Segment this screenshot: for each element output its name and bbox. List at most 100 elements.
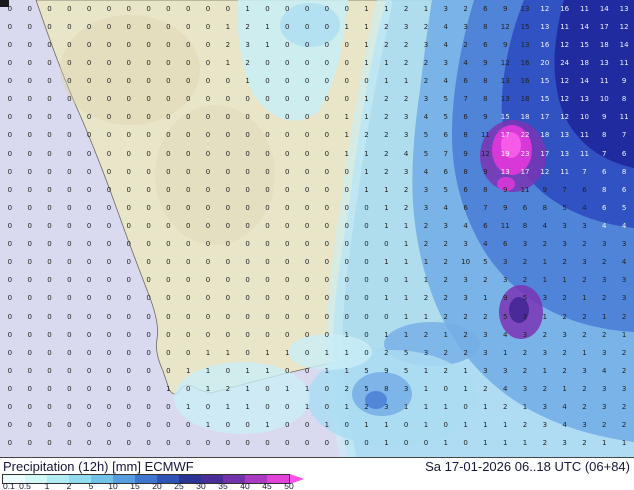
- precip-value: 13: [619, 4, 629, 13]
- precip-value: 8: [621, 95, 627, 104]
- precip-value: 3: [502, 276, 508, 285]
- precip-value: 0: [67, 221, 72, 230]
- precip-value: 0: [47, 58, 52, 67]
- precip-value: 3: [423, 40, 429, 49]
- precip-value: 0: [285, 40, 290, 49]
- precip-value: 0: [205, 4, 211, 13]
- precip-value: 2: [423, 22, 429, 31]
- precip-value: 0: [166, 149, 171, 158]
- precip-value: 0: [324, 22, 330, 31]
- precip-value: 1: [384, 77, 389, 86]
- precip-value: 0: [126, 113, 132, 122]
- map-canvas: [0, 0, 634, 457]
- precip-value: 1: [225, 348, 231, 357]
- precip-value: 2: [245, 22, 250, 31]
- precip-value: 1: [602, 439, 607, 448]
- precip-value: 1: [344, 149, 349, 158]
- precip-value: 0: [245, 185, 250, 194]
- precip-value: 15: [540, 95, 550, 104]
- precip-value: 0: [166, 40, 171, 49]
- precip-value: 1: [344, 348, 349, 357]
- precip-value: 2: [225, 385, 231, 394]
- precip-value: 9: [483, 167, 488, 176]
- scale-label: 20: [152, 481, 162, 490]
- precip-value: 2: [483, 312, 488, 321]
- precip-value: 0: [344, 294, 349, 303]
- precip-value: 3: [582, 221, 587, 230]
- precip-value: 0: [185, 385, 191, 394]
- precip-value: 0: [324, 149, 330, 158]
- precip-value: 1: [403, 77, 409, 86]
- precip-south-deep: [365, 391, 387, 409]
- precip-value: 1: [423, 366, 429, 375]
- precip-value: 1: [443, 403, 449, 412]
- precip-value: 3: [463, 294, 468, 303]
- precip-value: 1: [364, 40, 369, 49]
- precip-value: 0: [185, 131, 191, 140]
- precip-value: 0: [146, 149, 151, 158]
- precip-value: 0: [126, 149, 132, 158]
- precip-value: 0: [304, 221, 310, 230]
- precip-value: 0: [205, 439, 211, 448]
- precip-value: 0: [146, 366, 151, 375]
- precip-value: 12: [560, 40, 570, 49]
- precip-value: 0: [205, 221, 211, 230]
- precip-value: 0: [364, 240, 369, 249]
- precip-value: 3: [582, 366, 587, 375]
- precip-value: 0: [86, 131, 92, 140]
- scale-label: 35: [218, 481, 228, 490]
- precip-value: 8: [463, 131, 468, 140]
- precip-value: 0: [67, 40, 72, 49]
- precip-value: 11: [580, 4, 589, 13]
- precip-value: 1: [443, 330, 449, 339]
- precip-value: 0: [205, 330, 211, 339]
- precip-value: 0: [47, 348, 52, 357]
- precip-value: 1: [245, 366, 250, 375]
- precip-value: 0: [7, 240, 13, 249]
- precip-value: 3: [245, 40, 250, 49]
- precip-value: 0: [146, 203, 151, 212]
- precip-value: 0: [185, 240, 191, 249]
- precip-value: 2: [443, 366, 449, 375]
- precip-value: 7: [463, 95, 468, 104]
- precip-value: 0: [7, 167, 13, 176]
- precip-value: 17: [500, 131, 510, 140]
- precip-value: 1: [542, 258, 548, 267]
- precip-value: 0: [86, 40, 92, 49]
- precip-value: 0: [225, 131, 231, 140]
- precip-value: 8: [522, 221, 528, 230]
- precip-value: 0: [47, 439, 52, 448]
- precip-value: 0: [225, 77, 231, 86]
- precip-value: 0: [126, 421, 132, 430]
- precip-value: 4: [602, 366, 607, 375]
- scale-segment: [135, 475, 157, 483]
- scale-segment: [69, 475, 91, 483]
- scale-label: 0.5: [19, 481, 31, 490]
- precip-value: 8: [483, 22, 488, 31]
- precip-value: 3: [403, 131, 409, 140]
- precip-value: 8: [602, 185, 607, 194]
- precip-value: 3: [621, 240, 627, 249]
- precip-value: 10: [599, 95, 609, 104]
- precip-value: 9: [602, 113, 607, 122]
- precip-value: 0: [86, 77, 92, 86]
- precip-value: 13: [500, 77, 510, 86]
- precip-value: 0: [126, 385, 132, 394]
- precip-value: 0: [67, 385, 72, 394]
- precip-value: 0: [324, 40, 330, 49]
- precip-value: 1: [344, 113, 349, 122]
- precip-value: 4: [443, 203, 449, 212]
- precip-value: 5: [522, 294, 528, 303]
- precip-value: 0: [27, 58, 32, 67]
- precip-value: 2: [522, 348, 528, 357]
- precip-value: 3: [483, 330, 488, 339]
- precip-value: 3: [602, 403, 607, 412]
- precip-value: 0: [67, 167, 72, 176]
- precip-value: 12: [560, 95, 570, 104]
- precip-value: 8: [602, 131, 607, 140]
- precip-value: 0: [304, 185, 310, 194]
- color-scale: [2, 474, 304, 484]
- precip-value: 0: [285, 439, 290, 448]
- precip-value: 1: [205, 421, 211, 430]
- precip-value: 1: [225, 22, 231, 31]
